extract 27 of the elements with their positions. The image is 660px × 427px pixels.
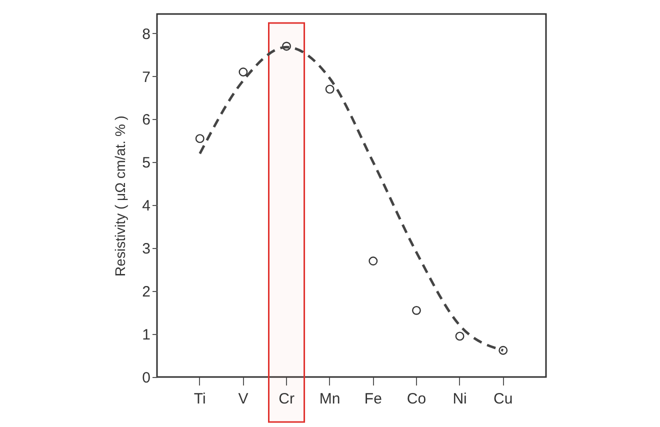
point xyxy=(195,134,204,144)
y-tick-label: 2 xyxy=(142,284,150,301)
x-tick-label: Co xyxy=(406,390,426,408)
point xyxy=(238,68,248,76)
x-tick-label: Cu xyxy=(494,390,513,408)
y-tick-label: 1 xyxy=(142,326,150,344)
point xyxy=(368,256,378,266)
x-tick-label: V xyxy=(238,390,248,408)
y-tick-label: 8 xyxy=(142,26,150,43)
y-tick-label: 4 xyxy=(142,198,150,215)
point xyxy=(455,332,464,341)
y-axis-title: Resistivity ( μΩ cm/at. % ) xyxy=(112,116,128,276)
y-tick-label: 3 xyxy=(142,240,150,258)
point xyxy=(412,306,421,315)
point xyxy=(325,84,334,94)
point xyxy=(282,42,291,51)
line-series xyxy=(198,46,504,352)
point xyxy=(498,346,508,355)
x-tick-label: Ti xyxy=(194,390,206,408)
x-tick-label: Ni xyxy=(452,390,467,408)
x-tick-label: Fe xyxy=(364,390,382,408)
y-tick-label: 6 xyxy=(142,112,150,129)
y-tick-label: 7 xyxy=(142,68,150,86)
x-tick-label: Mn xyxy=(319,390,340,408)
x-tick-label: Cr xyxy=(278,390,294,408)
y-tick-label: 0 xyxy=(142,370,150,386)
y-tick-label: 5 xyxy=(142,154,150,172)
